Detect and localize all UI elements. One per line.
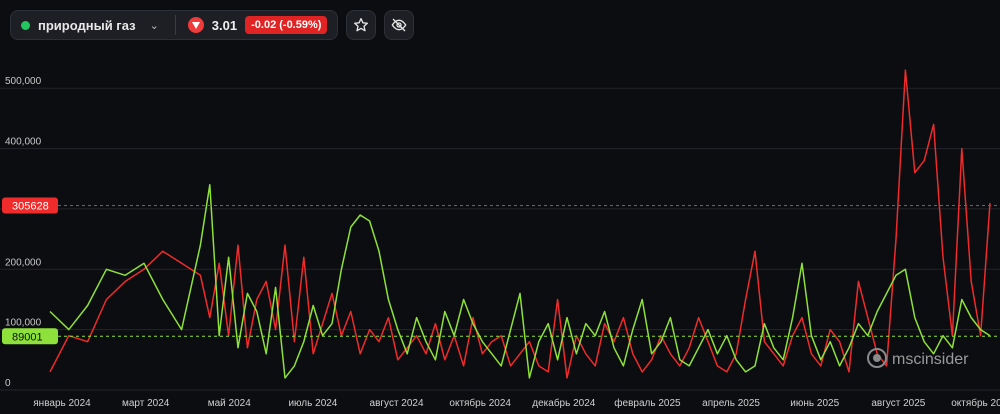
arrow-down-icon (187, 17, 204, 33)
x-tick-label: апрель 2025 (702, 398, 760, 409)
chart-grid (0, 87, 1000, 391)
y-tick-label: 0 (5, 378, 11, 389)
divider (174, 15, 176, 35)
x-tick-label: июль 2024 (288, 398, 337, 409)
price-value: 3.01 (211, 17, 238, 33)
watermark-text: mscinsider (892, 351, 969, 368)
y-tick-label: 200,000 (5, 257, 42, 268)
instrument-name: природный газ (38, 17, 136, 33)
series-line-red (49, 69, 991, 379)
favorite-button[interactable] (346, 10, 377, 40)
chevron-down-icon[interactable]: ⌄ (149, 19, 159, 32)
y-tick-label: 400,000 (5, 137, 42, 148)
price-marker-badge (2, 197, 58, 214)
price-marker-badge (2, 328, 58, 345)
price-marker-label: 89001 (12, 331, 43, 343)
toolbar: природный газ ⌄ 3.01 -0.02 (-0.59%) (10, 10, 415, 42)
price-change-badge: -0.02 (-0.59%) (245, 16, 328, 34)
x-axis: январь 2024 март 2024 май 2024 июль 2024 авг… (33, 397, 1000, 409)
x-tick-label: январь 2024 (33, 398, 91, 409)
price-markers: 305628 89001 (2, 197, 1000, 345)
series-line-green (49, 184, 991, 379)
price-marker-label: 305628 (12, 201, 49, 213)
x-tick-label: август 2025 (871, 398, 925, 409)
x-tick-label: июнь 2025 (790, 398, 839, 409)
instrument-selector[interactable]: природный газ ⌄ 3.01 -0.02 (-0.59%) (10, 10, 339, 40)
y-tick-label: 100,000 (5, 318, 42, 329)
x-tick-label: март 2024 (122, 398, 170, 409)
watermark: mscinsider (867, 348, 969, 368)
eye-off-icon (391, 18, 407, 32)
x-tick-label: декабрь 2024 (532, 397, 596, 409)
star-icon (354, 18, 369, 32)
x-tick-label: октябрь 2024 (449, 397, 511, 409)
x-tick-label: октябрь 2025 (951, 397, 1000, 409)
toggle-visibility-button[interactable] (384, 10, 415, 40)
x-tick-label: май 2024 (208, 398, 251, 409)
status-dot (21, 20, 30, 30)
y-tick-label: 500,000 (5, 76, 42, 87)
x-tick-label: август 2024 (370, 398, 424, 409)
x-tick-label: февраль 2025 (614, 397, 681, 409)
chart-series (49, 69, 991, 379)
